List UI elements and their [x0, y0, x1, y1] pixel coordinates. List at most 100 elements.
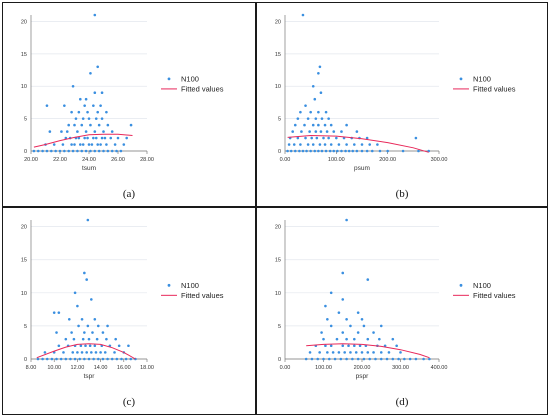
data-point [293, 123, 297, 127]
data-point [115, 357, 119, 361]
data-point [77, 136, 81, 140]
data-point [60, 130, 63, 133]
data-point [340, 149, 343, 153]
data-point [306, 143, 310, 146]
data-point [349, 351, 352, 354]
data-point [103, 136, 107, 140]
data-point [89, 71, 92, 75]
legend-marker-points [459, 283, 463, 287]
x-tick-label: 10.00 [47, 365, 61, 371]
data-point [311, 123, 315, 127]
data-point [45, 357, 49, 361]
x-axis-label: tspr [84, 373, 96, 380]
data-point [327, 357, 331, 361]
panel-a: 0 5 10 15 20 20.00 22.00 24.00 26.00 28.00 tsum N10… [2, 2, 256, 207]
data-point [86, 110, 89, 114]
data-point [417, 149, 420, 153]
data-point [356, 331, 360, 334]
data-point [340, 130, 343, 133]
data-point [365, 136, 369, 140]
data-point [84, 149, 88, 153]
data-point [345, 123, 348, 127]
x-axis-label: tsum [82, 165, 96, 172]
data-point [73, 143, 76, 146]
data-point [414, 136, 418, 140]
data-point [368, 357, 371, 361]
data-point [50, 149, 53, 153]
y-tick-label: 10 [275, 291, 281, 297]
data-point [43, 351, 47, 354]
data-point [293, 149, 297, 153]
data-point [296, 117, 300, 120]
data-point [57, 344, 61, 348]
x-tick-label: 26.00 [111, 157, 125, 163]
data-point [322, 357, 325, 361]
data-point [45, 149, 49, 153]
data-point [376, 143, 379, 146]
data-point [32, 149, 36, 153]
data-point [385, 357, 389, 361]
data-point [362, 324, 366, 328]
data-point [401, 149, 405, 153]
data-point [58, 149, 62, 153]
data-point [114, 337, 117, 341]
data-point [94, 136, 98, 140]
data-point [329, 143, 333, 146]
data-point [124, 357, 128, 361]
data-point [306, 117, 310, 120]
data-point [87, 337, 91, 341]
plot-area [285, 15, 439, 151]
data-point [125, 136, 128, 140]
data-point [345, 337, 348, 341]
data-point [69, 357, 72, 361]
legend-label-fit: Fitted values [473, 84, 516, 93]
x-tick-label: 8.00 [26, 365, 37, 371]
data-point [81, 117, 85, 120]
legend-label-points: N100 [473, 74, 491, 83]
data-point [317, 71, 320, 75]
data-point [351, 357, 354, 361]
data-point [287, 143, 291, 146]
data-point [59, 357, 63, 361]
data-point [77, 110, 81, 114]
data-point [383, 344, 387, 348]
data-point [55, 331, 58, 334]
data-point [313, 149, 317, 153]
data-point [343, 351, 346, 354]
y-tick-label: 10 [21, 291, 27, 297]
data-point [308, 351, 312, 354]
legend-marker-points [167, 283, 171, 287]
data-point [329, 324, 333, 328]
data-point [304, 136, 307, 140]
data-point [299, 110, 302, 114]
data-point [102, 149, 105, 153]
data-point [101, 357, 105, 361]
data-point [71, 84, 75, 88]
data-point [70, 143, 73, 146]
data-point [83, 136, 86, 140]
y-tick-label: 10 [275, 84, 281, 90]
data-point [84, 97, 88, 101]
data-point [341, 271, 345, 275]
data-point [355, 130, 359, 133]
data-point [345, 143, 348, 146]
data-point [79, 344, 83, 348]
data-point [366, 278, 370, 281]
data-point [79, 143, 82, 146]
data-point [324, 149, 328, 153]
data-point [344, 149, 347, 153]
data-point [84, 344, 87, 348]
data-point [397, 357, 400, 361]
y-tick-label: 15 [275, 52, 281, 58]
data-point [93, 317, 97, 321]
data-point [337, 311, 341, 314]
data-point [129, 357, 133, 361]
data-point [64, 337, 68, 341]
data-point [90, 143, 94, 146]
data-point [341, 298, 345, 301]
data-point [54, 149, 57, 153]
data-point [96, 357, 100, 361]
data-point [109, 136, 113, 140]
